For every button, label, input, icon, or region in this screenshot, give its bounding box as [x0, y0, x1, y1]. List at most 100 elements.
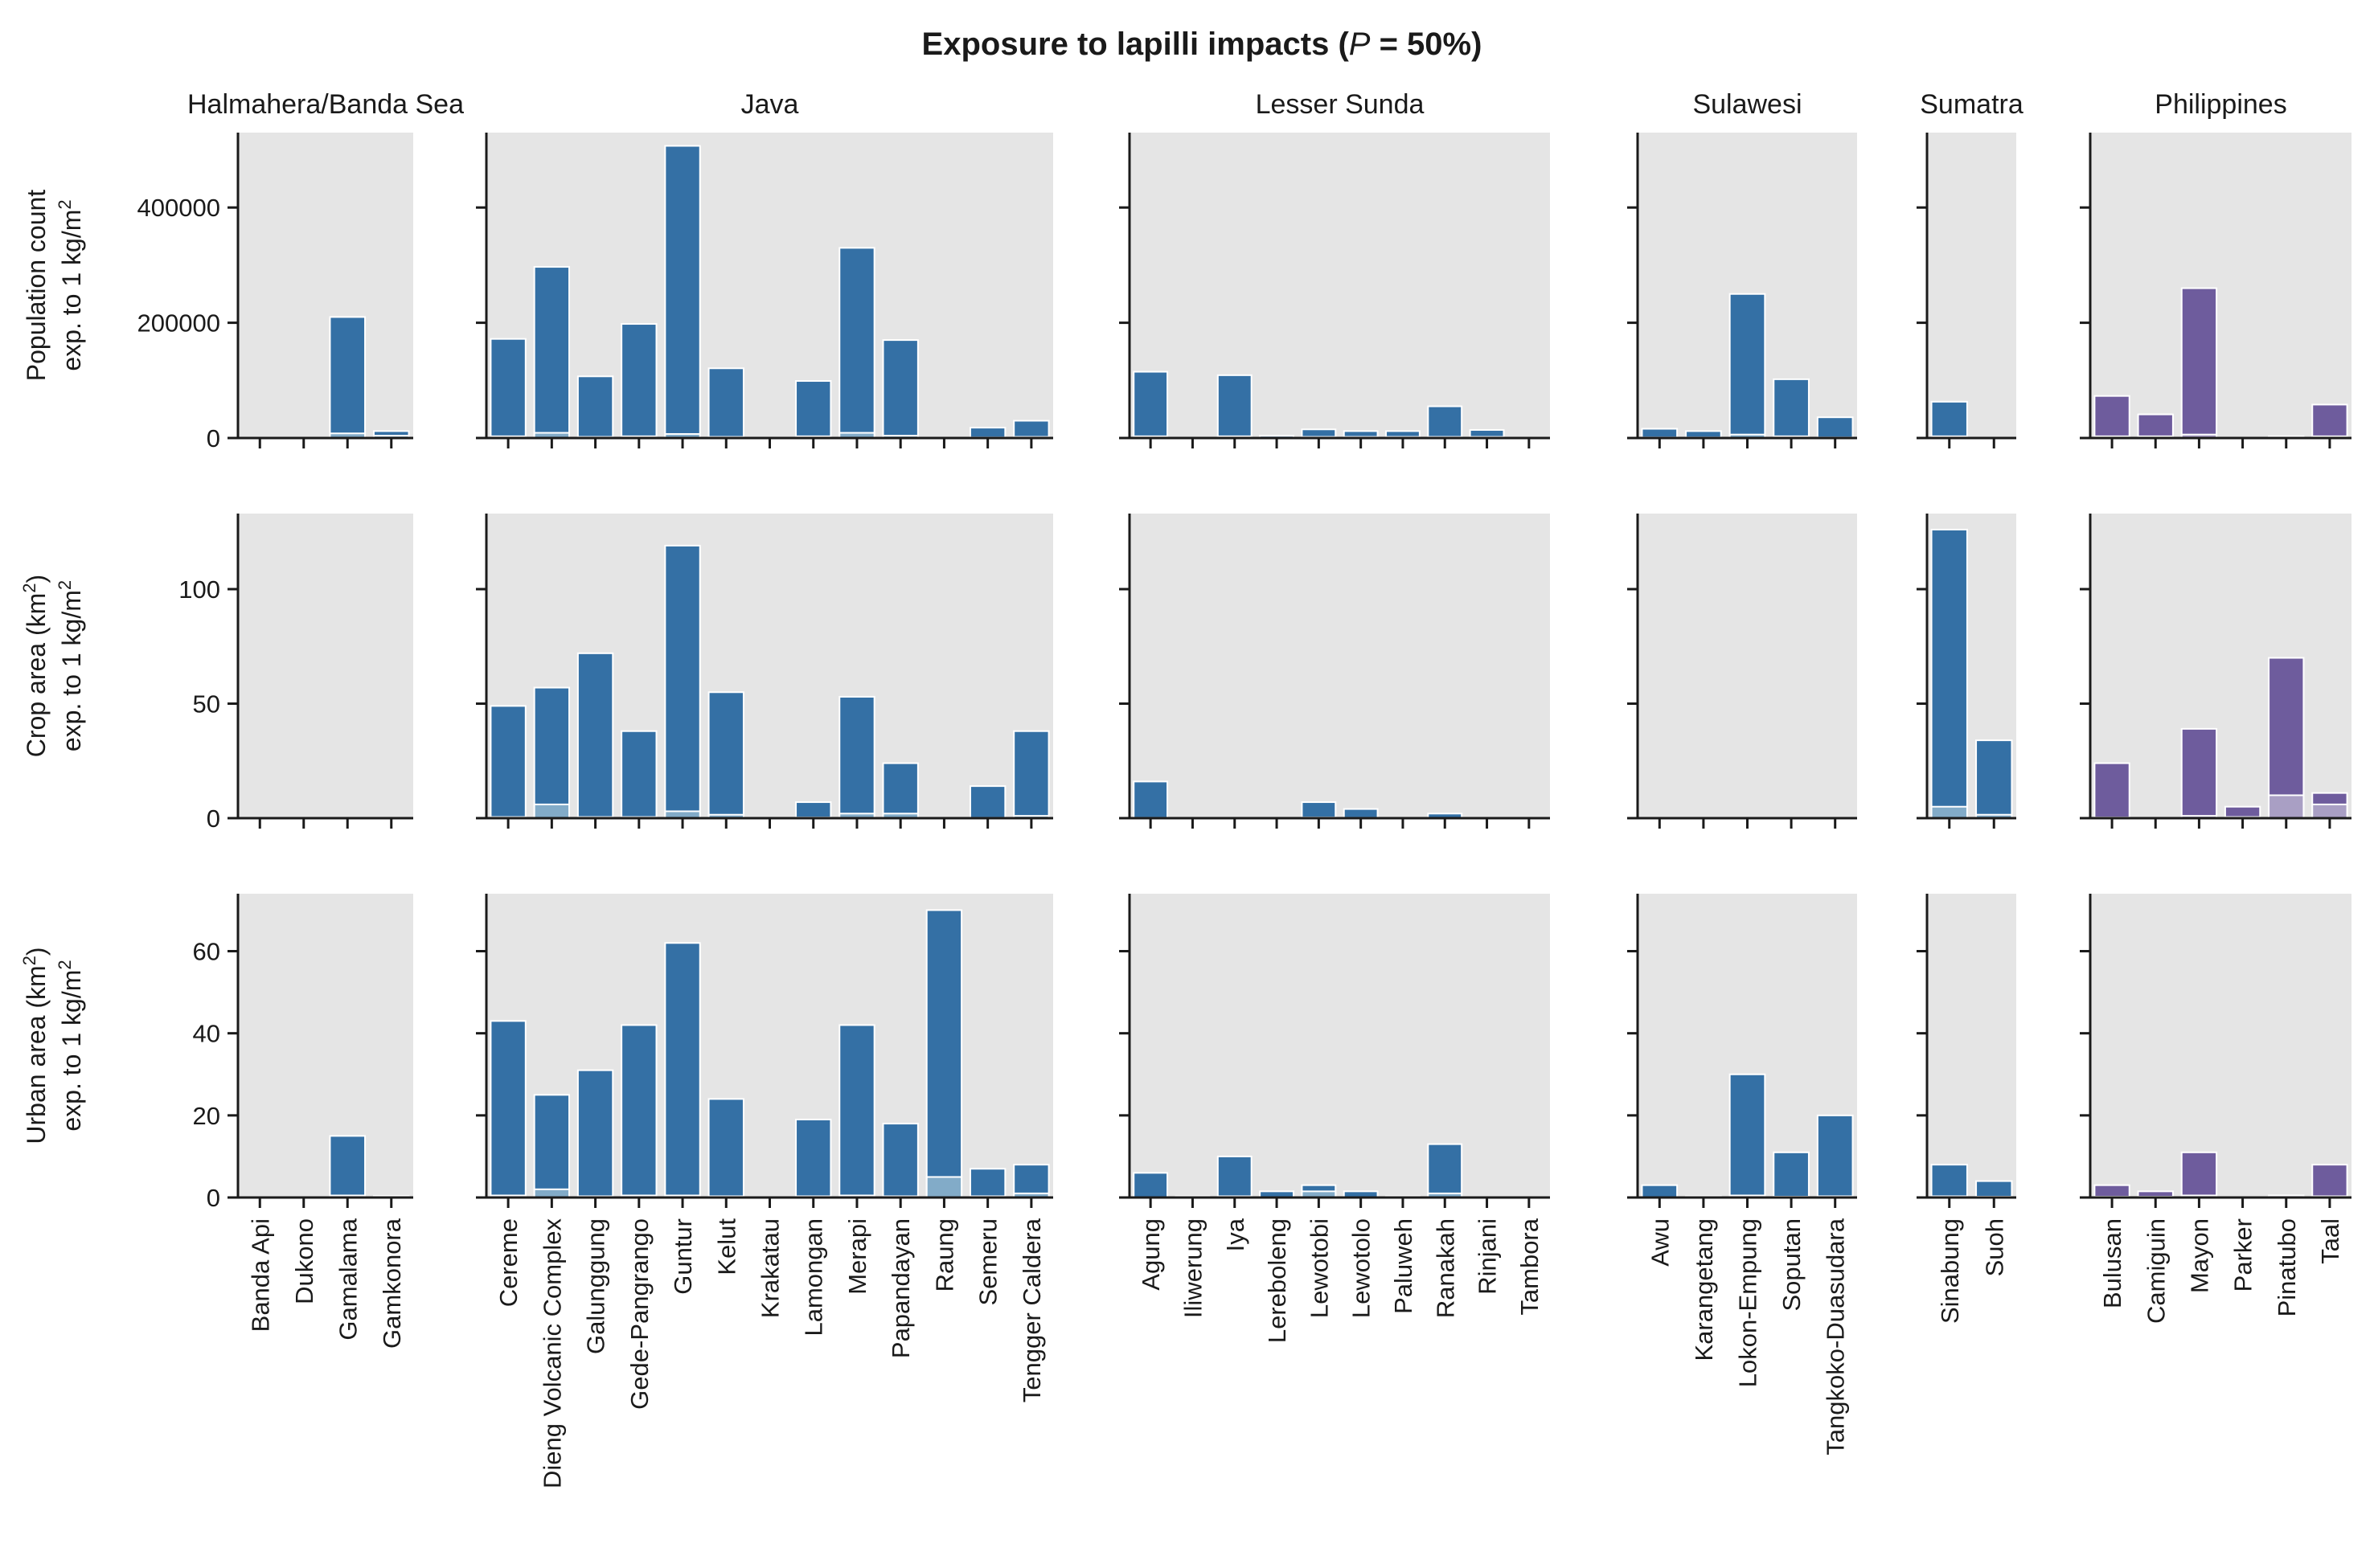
panel-crop-philippines	[2080, 514, 2351, 829]
bar-inner-crop-sinabung	[1930, 805, 1968, 820]
panel-urban-sulawesi: Awu Karangetang Lokon-Empung Soputan Tangkok…	[1627, 894, 1857, 1455]
bar-inner-urban-dieng-volcanic-complex	[533, 1188, 571, 1199]
x-tick-label-lamongan: Lamongan	[800, 1218, 828, 1337]
bar-urban-papandayan	[882, 1123, 919, 1199]
bar-urban-kelut	[707, 1098, 744, 1198]
panel-population-sulawesi	[1627, 133, 1857, 448]
bar-population-soputan	[1773, 378, 1810, 439]
x-tick-label-semeru: Semeru	[974, 1218, 1002, 1306]
y-label-line1: Crop area (km2)	[19, 575, 51, 757]
bar-urban-raung	[925, 909, 963, 1198]
x-tick-label-camiguin: Camiguin	[2142, 1218, 2170, 1324]
bar-urban-lamongan	[795, 1118, 832, 1198]
bar-urban-gede-pangrango	[621, 1024, 658, 1199]
group-title-java: Java	[741, 89, 799, 120]
panel-background	[238, 894, 413, 1197]
x-tick-label-gamalama: Gamalama	[334, 1218, 362, 1340]
group-title-sumatra: Sumatra	[1920, 89, 2023, 120]
bar-crop-lamongan	[795, 801, 832, 819]
bar-crop-tengger-caldera	[1013, 730, 1050, 820]
y-tick-label: 0	[207, 1184, 220, 1212]
bar-urban-soputan	[1773, 1151, 1810, 1198]
panel-population-java	[476, 133, 1053, 448]
bar-population-lokon-empung	[1728, 293, 1766, 440]
x-tick-label-krakatau: Krakatau	[756, 1218, 785, 1318]
bar-urban-awu	[1641, 1184, 1679, 1198]
x-tick-label-galunggung: Galunggung	[582, 1218, 610, 1354]
x-tick-label-agung: Agung	[1137, 1218, 1165, 1291]
bar-crop-semeru	[969, 785, 1007, 820]
x-tick-label-soputan: Soputan	[1777, 1218, 1806, 1312]
x-tick-label-sinabung: Sinabung	[1936, 1218, 1964, 1324]
bar-population-lamongan	[795, 380, 832, 439]
x-tick-label-mayon: Mayon	[2185, 1218, 2213, 1293]
bar-crop-lewotolo	[1343, 808, 1379, 819]
bar-urban-dieng-volcanic-complex	[533, 1094, 571, 1198]
bar-population-merapi	[838, 247, 875, 440]
panel-population-halmahera-banda-sea: 0 200000 400000	[137, 133, 413, 452]
bar-urban-agung	[1133, 1172, 1169, 1198]
bar-crop-merapi	[838, 695, 875, 819]
bar-urban-lokon-empung	[1728, 1073, 1766, 1198]
y-tick-label: 0	[207, 424, 220, 452]
panel-background	[486, 514, 1053, 818]
y-tick-label: 50	[193, 690, 220, 718]
bar-crop-suoh	[1975, 739, 2013, 820]
bar-population-dieng-volcanic-complex	[533, 266, 571, 439]
x-tick-label-guntur: Guntur	[669, 1218, 697, 1295]
bar-crop-sinabung	[1930, 528, 1968, 820]
x-tick-label-bulusan: Bulusan	[2098, 1218, 2126, 1308]
panel-background	[2090, 133, 2351, 438]
bar-urban-gamalama	[329, 1135, 367, 1199]
panel-urban-java: Cereme Dieng Volcanic Complex Galunggung Ge…	[476, 894, 1053, 1488]
bar-population-tangkoko-duasudara	[1816, 416, 1854, 439]
bar-population-cereme	[490, 338, 527, 440]
bar-inner-crop-taal	[2311, 803, 2348, 820]
bar-population-sinabung	[1930, 400, 1968, 440]
bar-population-bulusan	[2093, 395, 2130, 439]
x-tick-label-lereboleng: Lereboleng	[1263, 1218, 1291, 1343]
bar-crop-dieng-volcanic-complex	[533, 686, 571, 819]
x-tick-label-banda-api: Banda Api	[246, 1218, 274, 1332]
group-title-philippines: Philippines	[2155, 89, 2286, 120]
x-tick-label-raung: Raung	[930, 1218, 958, 1292]
bar-population-papandayan	[882, 339, 919, 440]
bar-crop-guntur	[664, 544, 701, 819]
panel-background	[486, 894, 1053, 1197]
bar-urban-bulusan	[2093, 1184, 2130, 1198]
bar-population-mayon	[2180, 287, 2218, 439]
bar-urban-ranakah	[1427, 1143, 1463, 1199]
panel-urban-philippines: Bulusan Camiguin Mayon Parker Pinatubo Taal	[2080, 894, 2351, 1324]
bar-population-awu	[1641, 428, 1679, 440]
x-tick-label-awu: Awu	[1646, 1218, 1674, 1267]
y-label-line2: exp. to 1 kg/m2	[55, 199, 87, 371]
y-tick-label: 100	[178, 575, 220, 604]
bar-urban-sinabung	[1930, 1164, 1968, 1198]
panel-background	[486, 133, 1053, 438]
y-label-population: Population count exp. to 1 kg/m2	[22, 190, 86, 382]
x-tick-label-dieng-volcanic-complex: Dieng Volcanic Complex	[538, 1218, 566, 1489]
group-title-halmahera-banda-sea: Halmahera/Banda Sea	[187, 89, 464, 120]
bar-crop-gede-pangrango	[621, 730, 658, 820]
bar-population-semeru	[969, 427, 1007, 440]
x-tick-label-paluweh: Paluweh	[1389, 1218, 1417, 1314]
panel-crop-halmahera-banda-sea: 0 50 100	[178, 514, 413, 833]
panel-background	[1927, 894, 2016, 1197]
y-tick-label: 200000	[137, 309, 220, 338]
panel-crop-java	[476, 514, 1053, 829]
panel-population-sumatra	[1917, 133, 2016, 448]
x-tick-label-pinatubo: Pinatubo	[2273, 1218, 2301, 1316]
bar-crop-bulusan	[2093, 762, 2130, 819]
x-tick-label-merapi: Merapi	[843, 1218, 871, 1295]
y-tick-label: 20	[193, 1102, 220, 1130]
y-label-line2: exp. to 1 kg/m2	[55, 580, 87, 751]
x-tick-label-iya: Iya	[1221, 1218, 1249, 1251]
bar-urban-mayon	[2180, 1151, 2218, 1198]
y-tick-label: 40	[193, 1020, 220, 1048]
x-tick-label-papandayan: Papandayan	[887, 1218, 915, 1358]
bar-crop-lewotobi	[1301, 801, 1337, 819]
bar-population-guntur	[664, 145, 701, 439]
x-tick-label-lewotobi: Lewotobi	[1305, 1218, 1333, 1318]
group-title-sulawesi: Sulawesi	[1692, 89, 1802, 120]
y-label-line2: exp. to 1 kg/m2	[55, 960, 87, 1131]
